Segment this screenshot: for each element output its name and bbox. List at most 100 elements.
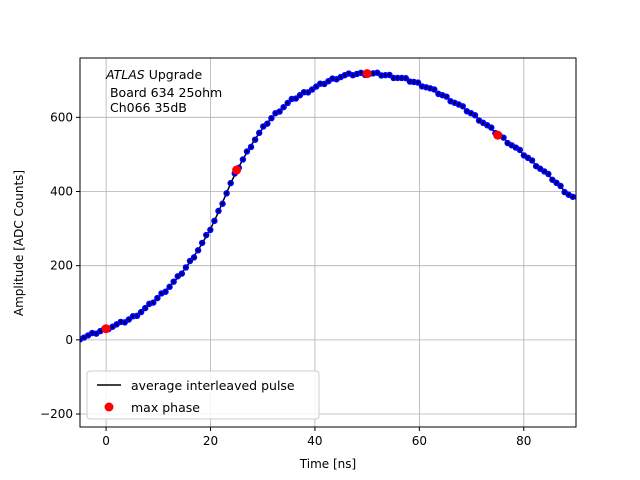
sample-point-core: [379, 74, 383, 77]
annotation: ATLAS Upgrade Board 634 25ohm Ch066 35dB: [105, 67, 222, 115]
sample-point-core: [257, 131, 261, 135]
max-phase-point: [232, 165, 242, 175]
y-tick-label: 400: [50, 185, 73, 199]
sample-point-core: [143, 306, 147, 310]
sample-point-core: [388, 73, 391, 77]
y-ticks: −200 0 200 400 600: [40, 110, 80, 421]
sample-point-core: [408, 80, 412, 83]
sample-point-core: [445, 95, 448, 99]
sample-point-core: [371, 71, 375, 75]
sample-point-core: [392, 76, 395, 80]
sample-point-core: [290, 97, 294, 101]
data-layer: [80, 69, 576, 343]
annotation-line-1: ATLAS Upgrade: [105, 67, 202, 82]
sample-point-core: [119, 320, 123, 324]
sample-point-core: [546, 172, 550, 176]
sample-point-core: [180, 272, 184, 276]
sample-point-core: [571, 195, 575, 199]
max-phase-point: [101, 324, 111, 334]
sample-point-core: [147, 302, 151, 306]
sample-point-core: [176, 274, 180, 278]
sample-point-core: [212, 219, 216, 223]
sample-point-core: [168, 285, 171, 289]
sample-point-core: [274, 111, 277, 115]
legend-marker-swatch: [104, 402, 114, 412]
y-tick-label: 600: [50, 110, 73, 124]
sample-point-core: [457, 103, 461, 106]
sample-point-core: [221, 202, 224, 206]
sample-point-core: [518, 148, 522, 152]
legend: average interleaved pulse max phase: [86, 370, 320, 420]
sample-point-core: [306, 90, 310, 94]
sample-point-core: [522, 154, 526, 157]
sample-point-core: [424, 85, 428, 89]
sample-point-core: [94, 332, 98, 336]
sample-point-core: [115, 322, 119, 326]
sample-point-core: [347, 72, 351, 75]
sample-point-core: [139, 310, 143, 314]
sample-point-core: [196, 248, 200, 252]
x-axis-label: Time [ns]: [299, 457, 356, 471]
sample-point-core: [453, 101, 457, 105]
sample-point-core: [131, 314, 135, 318]
sample-point-core: [375, 71, 379, 75]
sample-point-core: [416, 81, 420, 84]
sample-point-core: [465, 109, 469, 113]
sample-point-core: [322, 82, 326, 86]
sample-point-core: [530, 159, 534, 162]
sample-point-core: [534, 164, 538, 168]
sample-point-core: [384, 73, 387, 77]
sample-point-core: [477, 119, 481, 122]
sample-point-core: [359, 71, 363, 75]
x-tick-label: 0: [102, 434, 110, 448]
sample-point-core: [355, 72, 359, 76]
sample-point-core: [412, 80, 416, 84]
x-tick-label: 40: [307, 434, 322, 448]
annotation-line-2: Board 634 25ohm: [106, 85, 222, 100]
sample-point-core: [327, 79, 330, 83]
sample-point-core: [469, 111, 473, 115]
sample-point-core: [318, 82, 322, 86]
sample-point-core: [310, 88, 314, 91]
sample-point-core: [249, 145, 253, 149]
sample-point-core: [286, 101, 290, 105]
sample-point-core: [151, 301, 155, 305]
sample-point-core: [335, 77, 338, 81]
sample-point-core: [538, 167, 542, 171]
sample-point-core: [420, 84, 424, 88]
max-phase-point: [362, 69, 372, 79]
legend-box: [86, 370, 320, 420]
sample-point-core: [567, 193, 571, 197]
sample-point-core: [473, 113, 477, 117]
sample-point-core: [282, 105, 286, 109]
sample-point-core: [510, 143, 514, 147]
sample-point-core: [559, 184, 562, 188]
sample-point-core: [245, 150, 249, 153]
sample-point-core: [160, 292, 163, 295]
sample-point-core: [551, 178, 554, 182]
sample-point-core: [563, 190, 567, 194]
sample-point-core: [90, 331, 94, 335]
axes-background: [80, 58, 576, 427]
sample-point-core: [208, 228, 212, 232]
sample-point-core: [481, 121, 485, 125]
x-tick-label: 20: [203, 434, 218, 448]
x-tick-label: 80: [516, 434, 531, 448]
sample-point-core: [253, 138, 257, 142]
sample-point-core: [164, 290, 167, 294]
sample-point-core: [192, 255, 196, 259]
sample-point-core: [98, 329, 102, 333]
sample-point-core: [204, 233, 208, 237]
sample-point-core: [200, 241, 204, 245]
sample-point-core: [449, 99, 452, 103]
legend-entry-average: average interleaved pulse: [131, 378, 295, 393]
sample-point-core: [278, 110, 281, 113]
max-phase-point: [493, 130, 503, 140]
sample-point-core: [225, 191, 229, 195]
sample-point-core: [331, 77, 334, 80]
sample-point-core: [526, 156, 530, 160]
x-ticks: 0 20 40 60 80: [102, 427, 531, 448]
sample-point-core: [542, 169, 546, 173]
sample-point-core: [294, 97, 298, 100]
